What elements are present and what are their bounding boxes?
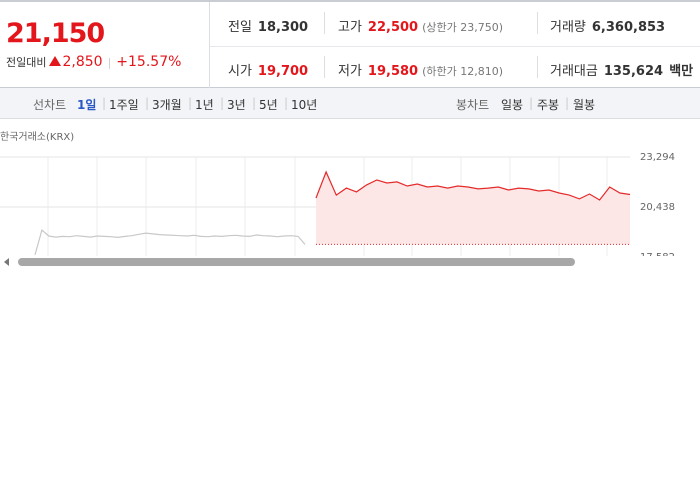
tab[interactable]: 5년 — [259, 98, 278, 112]
stat: 거래량 6,360,853 — [550, 16, 665, 35]
stat: 거래대금 135,624 백만 — [550, 60, 693, 79]
line — [315, 170, 631, 201]
tab-divider: | — [220, 96, 225, 110]
y-tick-label: 23,294 — [640, 152, 675, 163]
tab-divider: | — [102, 96, 107, 110]
up-icon — [49, 56, 62, 66]
change-label: 전일대비 — [6, 56, 47, 69]
stat-value: 19,700 — [257, 64, 309, 79]
divider — [537, 12, 538, 34]
stat-value: 19,580 — [367, 64, 419, 79]
scroll-left[interactable] — [4, 258, 9, 266]
stat-value: 135,624 — [603, 64, 664, 79]
tab[interactable]: 일봉 — [501, 98, 524, 112]
stat-note: (하한가 12,810) — [422, 65, 504, 78]
y-tick-label: 20,438 — [640, 202, 675, 213]
change-rate: +15.57% — [116, 54, 182, 70]
stat: 저가 19,580 (하한가 12,810) — [338, 60, 503, 79]
tab-divider: | — [252, 96, 257, 110]
stat: 전일 18,300 — [228, 16, 308, 35]
tab[interactable]: 3개월 — [152, 98, 182, 112]
stat-label: 전일 — [228, 20, 252, 35]
current-price: 21,150 — [6, 18, 105, 49]
stat-value: 6,360,853 — [591, 20, 666, 35]
stat-label: 거래대금 — [550, 64, 598, 79]
tab[interactable]: 월봉 — [573, 98, 596, 112]
tab-divider: | — [565, 96, 570, 110]
divider — [324, 56, 325, 78]
change: 전일대비 2,850 | +15.57% — [6, 54, 181, 70]
chart: 한국거래소(KRX) 17,582 20,438 23,294 — [0, 131, 675, 256]
summary: 21,150 전일대비 2,850 | +15.57% 전일 18,300 고가 22,5… — [0, 0, 700, 88]
y-tick-label: 17,582 — [640, 252, 675, 256]
stat: 고가 22,500 (상한가 23,750) — [338, 16, 503, 35]
scroll-thumb[interactable] — [18, 258, 575, 266]
stat: 시가 19,700 — [228, 60, 308, 79]
stat-label: 시가 — [228, 64, 252, 79]
price-box: 21,150 전일대비 2,850 | +15.57% — [0, 2, 210, 88]
scrollbar[interactable] — [0, 256, 700, 268]
change-value: 2,850 — [62, 54, 103, 70]
tab-divider: | — [284, 96, 289, 110]
tab[interactable]: 1일 — [77, 98, 97, 112]
divider — [537, 56, 538, 78]
tab[interactable]: 1년 — [195, 98, 214, 112]
tab-bar: 선차트 1일 | 1주일 | 3개월 | 1년 | 3년 | 5년 | 10년 봉차트 일봉 | 주봉 | 월봉 — [0, 88, 700, 119]
tab-divider: | — [529, 96, 534, 110]
stat-note: (상한가 23,750) — [422, 21, 504, 34]
row-divider — [210, 46, 700, 47]
source: 한국거래소(KRX) — [0, 131, 74, 143]
tab-group-label: 선차트 — [33, 98, 67, 112]
stat-label: 저가 — [338, 64, 362, 79]
area — [316, 172, 630, 245]
tab[interactable]: 주봉 — [537, 98, 560, 112]
tab-divider: | — [145, 96, 150, 110]
divider — [324, 12, 325, 34]
tab[interactable]: 1주일 — [109, 98, 139, 112]
stat-label: 고가 — [338, 20, 362, 35]
tab[interactable]: 3년 — [227, 98, 246, 112]
tab-divider: | — [188, 96, 193, 110]
stat-value: 18,300 — [257, 20, 309, 35]
stat-label: 거래량 — [550, 20, 586, 35]
stat-value: 22,500 — [367, 20, 419, 35]
tab-group-label: 봉차트 — [456, 98, 490, 112]
line — [34, 229, 306, 256]
divider: | — [107, 56, 112, 69]
stat-unit: 백만 — [669, 64, 694, 79]
tab[interactable]: 10년 — [291, 98, 318, 112]
